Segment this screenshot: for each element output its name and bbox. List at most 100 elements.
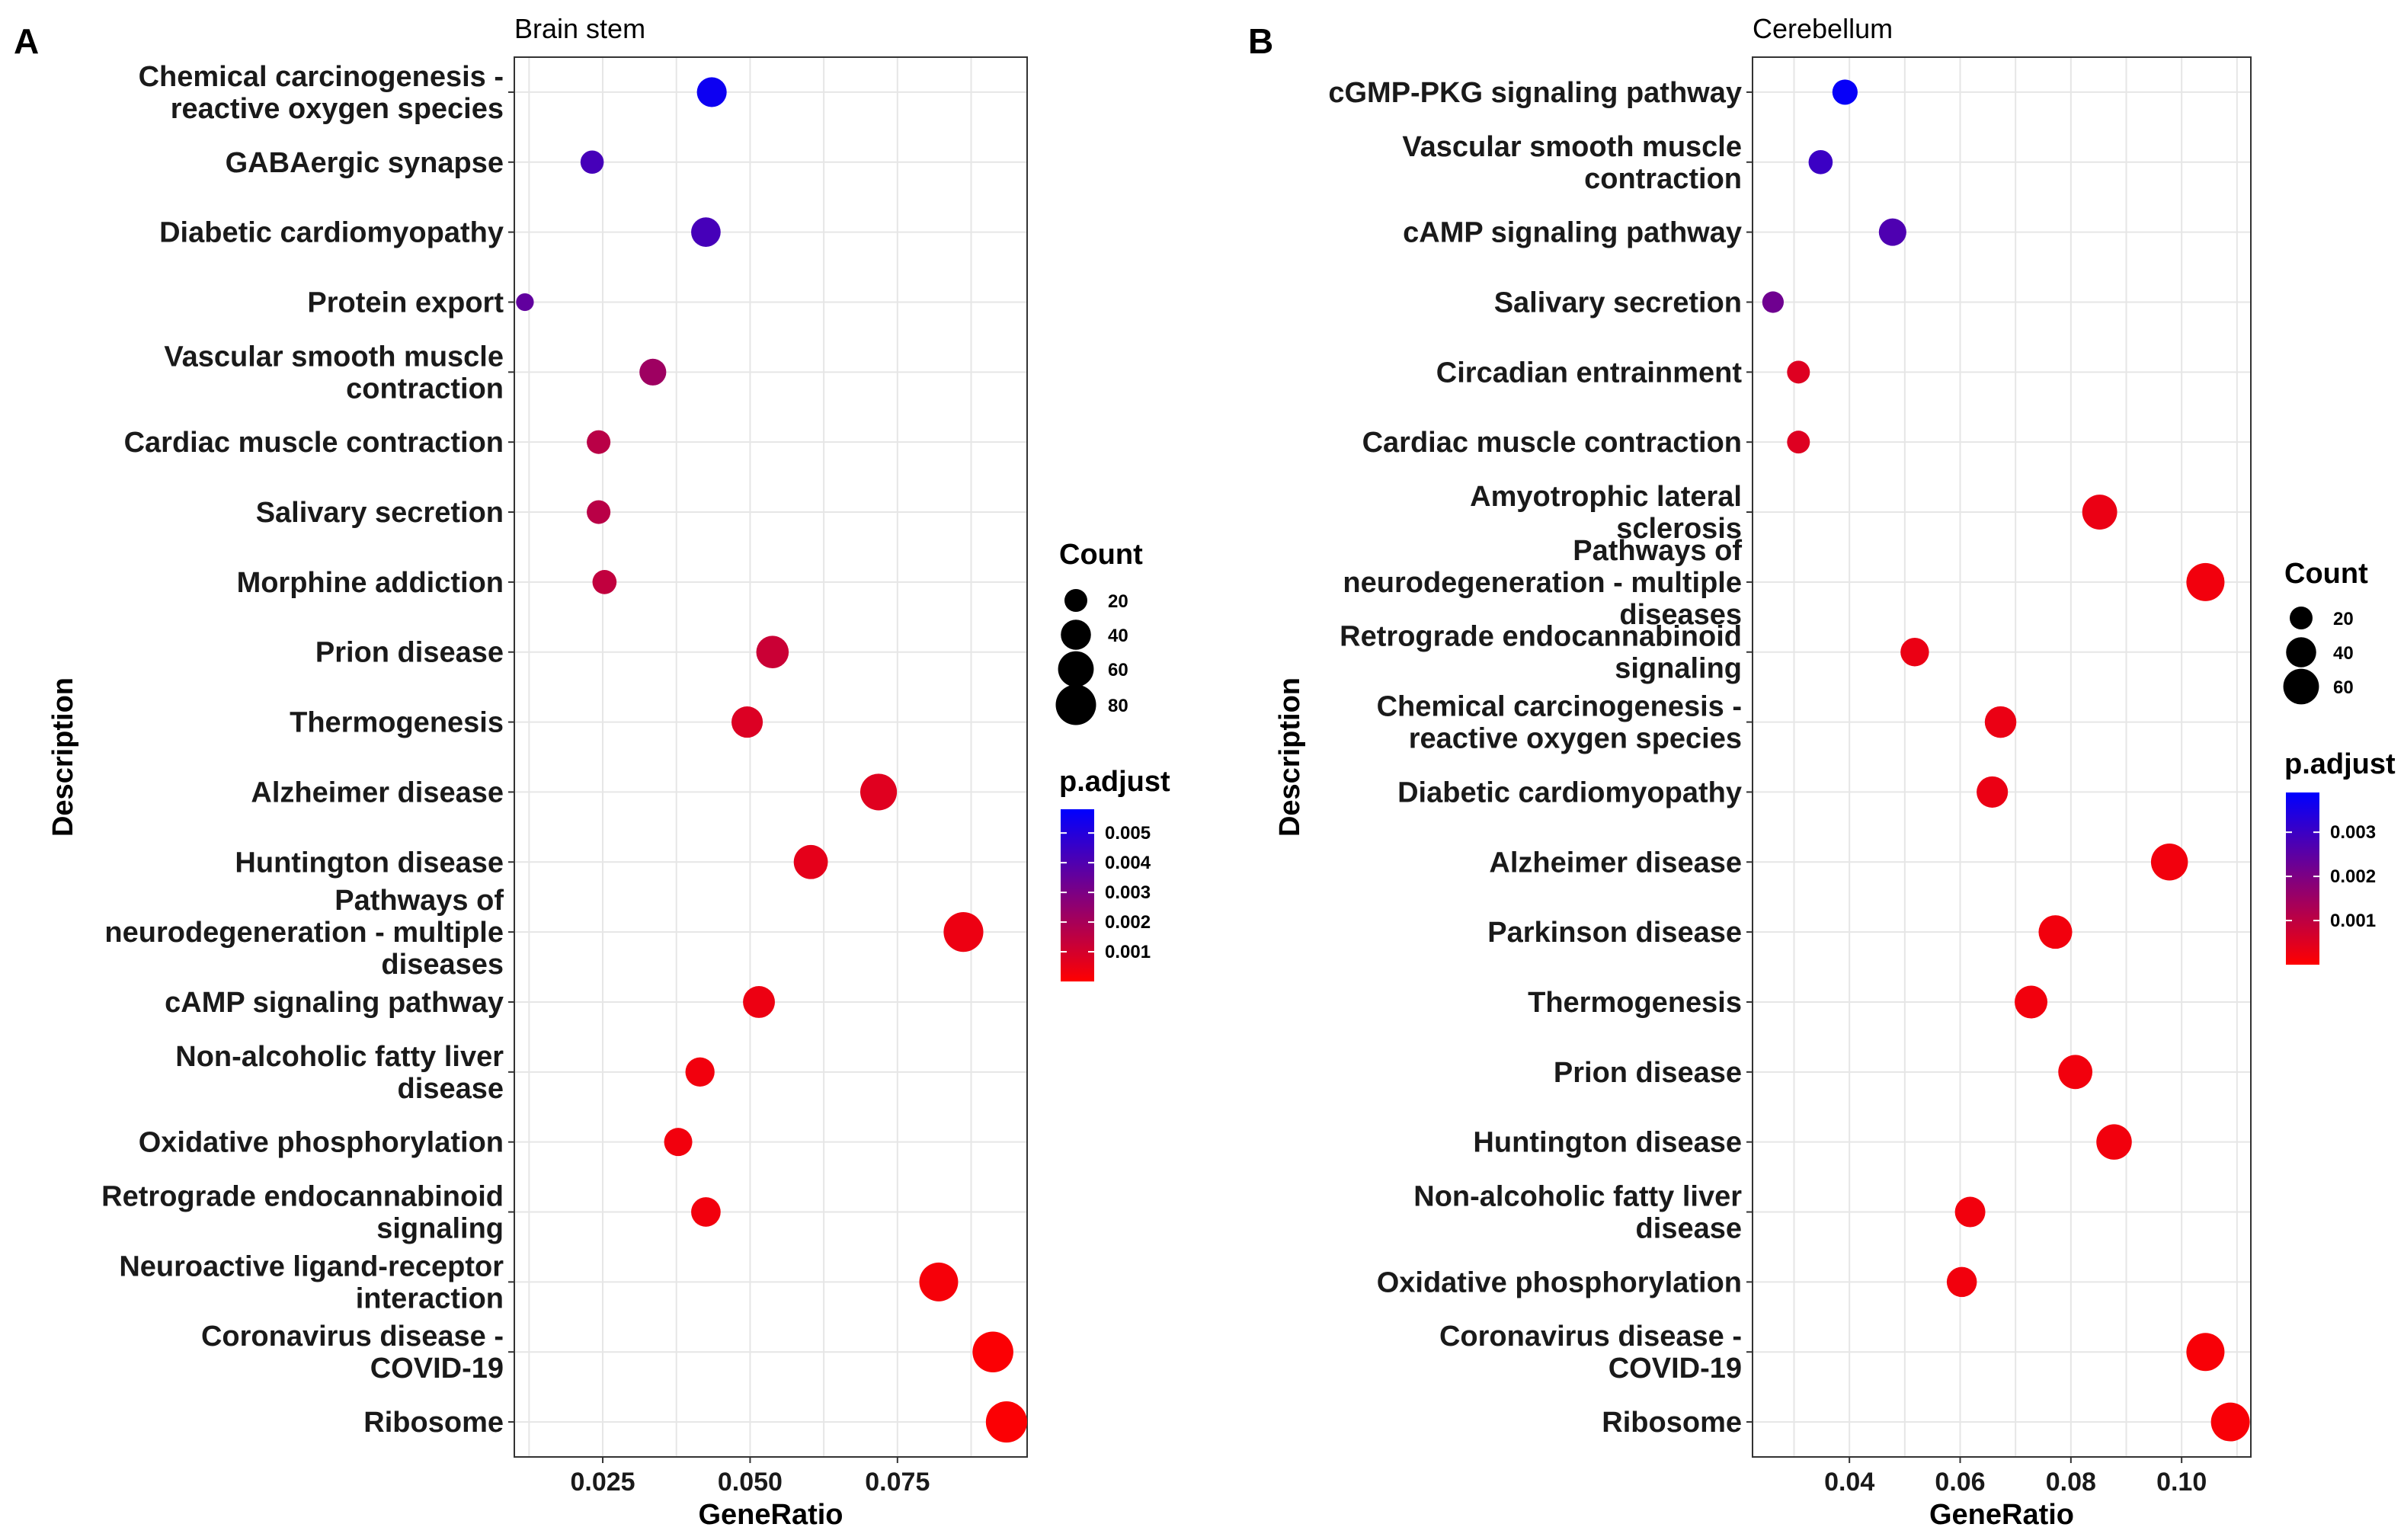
y-tick-label-line: diseases bbox=[1619, 599, 1742, 631]
y-tick-label-line: Circadian entrainment bbox=[1436, 357, 1743, 389]
x-tick-label: 0.075 bbox=[865, 1468, 930, 1497]
y-tick-label: Ribosome bbox=[363, 1407, 504, 1439]
data-point bbox=[1946, 1266, 1977, 1298]
y-tick-label-line: Amyotrophic lateral bbox=[1470, 481, 1742, 513]
data-point bbox=[639, 358, 667, 386]
y-tick-label: Prion disease bbox=[1554, 1057, 1742, 1089]
data-point bbox=[1900, 638, 1929, 667]
padjust-colorbar bbox=[1061, 809, 1094, 981]
y-tick-label-line: reactive oxygen species bbox=[1409, 723, 1742, 755]
data-point bbox=[1787, 431, 1810, 454]
y-tick-label-line: Oxidative phosphorylation bbox=[139, 1127, 504, 1159]
padjust-legend: p.adjust 0.005 0.004 0.003 0.002 0.001 bbox=[1059, 766, 1170, 981]
data-point bbox=[587, 500, 611, 524]
data-point bbox=[743, 986, 775, 1018]
y-axis-title: Description bbox=[47, 677, 79, 837]
x-tick-label: 0.025 bbox=[570, 1468, 635, 1497]
y-axis-title: Description bbox=[1274, 677, 1306, 837]
y-tick-label: Morphine addiction bbox=[237, 567, 504, 599]
data-point bbox=[2082, 495, 2118, 530]
y-tick-label-line: Diabetic cardiomyopathy bbox=[159, 217, 504, 249]
panel-title: Brain stem bbox=[514, 13, 645, 44]
data-points bbox=[516, 77, 1027, 1443]
x-tick-label: 0.050 bbox=[718, 1468, 783, 1497]
y-tick-label: Thermogenesis bbox=[1528, 987, 1742, 1019]
data-points bbox=[1762, 79, 2250, 1442]
y-tick-label-line: Chemical carcinogenesis - bbox=[139, 61, 504, 93]
data-point bbox=[1808, 149, 1833, 174]
y-tick-label-line: signaling bbox=[376, 1213, 504, 1245]
data-point bbox=[685, 1057, 715, 1087]
y-tick-label-line: Pathways of bbox=[1573, 535, 1742, 567]
data-point bbox=[2038, 915, 2073, 949]
y-tick-label-line: signaling bbox=[1615, 653, 1742, 685]
y-tick-label-line: cAMP signaling pathway bbox=[165, 987, 504, 1019]
y-tick-label-line: disease bbox=[1636, 1213, 1742, 1245]
y-tick-label-line: contraction bbox=[346, 373, 504, 405]
y-tick-label-line: Salivary secretion bbox=[256, 497, 504, 529]
y-tick-label-line: contraction bbox=[1584, 163, 1742, 195]
data-point bbox=[2096, 1124, 2132, 1160]
y-tick-label: Ribosome bbox=[1602, 1407, 1742, 1439]
y-tick-label-line: Coronavirus disease - bbox=[201, 1321, 504, 1353]
x-tick-label: 0.04 bbox=[1824, 1468, 1874, 1497]
y-tick-label: GABAergic synapse bbox=[226, 147, 504, 179]
count-legend: Count 20 40 60 80 bbox=[1055, 539, 1143, 725]
y-tick-label-line: cGMP-PKG signaling pathway bbox=[1328, 77, 1742, 109]
plot-frame bbox=[514, 56, 1028, 1458]
count-legend-label: 40 bbox=[1108, 626, 1128, 646]
y-tick-label-line: Retrograde endocannabinoid bbox=[101, 1181, 504, 1213]
colorbar-label: 0.003 bbox=[1105, 882, 1151, 903]
y-tick-label: Pathways of neurodegeneration - multiple d… bbox=[104, 885, 504, 981]
y-tick-label-line: Protein export bbox=[307, 287, 504, 319]
data-point bbox=[691, 217, 721, 247]
y-tick-label: Salivary secretion bbox=[1494, 287, 1742, 319]
data-point bbox=[919, 1262, 959, 1301]
y-tick-label: Retrograde endocannabinoid signaling bbox=[1340, 621, 1742, 685]
gridlines bbox=[1753, 57, 2251, 1457]
gridlines bbox=[514, 57, 1027, 1457]
y-tick-label-line: Vascular smooth muscle bbox=[1402, 131, 1742, 163]
colorbar-label: 0.001 bbox=[1105, 942, 1151, 962]
y-tick-label-line: Vascular smooth muscle bbox=[164, 341, 504, 373]
data-point bbox=[2150, 844, 2188, 881]
colorbar-label: 0.001 bbox=[2330, 911, 2376, 931]
data-point bbox=[1977, 776, 2009, 808]
y-tick-label-line: Huntington disease bbox=[1473, 1127, 1742, 1159]
data-point bbox=[580, 150, 604, 174]
data-point bbox=[1954, 1196, 1986, 1228]
data-point bbox=[943, 912, 984, 952]
y-tick-label-line: diseases bbox=[381, 949, 504, 981]
y-tick-label: Diabetic cardiomyopathy bbox=[1397, 776, 1742, 808]
panel-A: A Brain stem Chemical carcinogenesis -reac… bbox=[14, 13, 1170, 1531]
y-tick-label: Coronavirus disease -COVID-19 bbox=[1439, 1321, 1742, 1385]
x-tick-label: 0.06 bbox=[1935, 1468, 1985, 1497]
y-tick-label: Vascular smooth muscle contraction bbox=[164, 341, 504, 405]
data-point bbox=[859, 773, 898, 811]
colorbar-label: 0.002 bbox=[1105, 912, 1151, 933]
y-tick-label-line: Chemical carcinogenesis - bbox=[1377, 691, 1742, 723]
y-tick-label: Non-alcoholic fatty liver disease bbox=[1413, 1181, 1742, 1245]
plot-frame bbox=[1752, 56, 2252, 1458]
data-point bbox=[516, 293, 534, 312]
data-point bbox=[2186, 1333, 2225, 1372]
count-legend-key bbox=[1058, 651, 1094, 687]
data-point bbox=[1762, 291, 1784, 313]
y-tick-label: Amyotrophic lateral sclerosis bbox=[1470, 481, 1742, 545]
y-tick-label: Cardiac muscle contraction bbox=[124, 427, 504, 459]
y-tick-label-line: Alzheimer disease bbox=[1489, 847, 1742, 879]
y-tick-label: cAMP signaling pathway bbox=[165, 987, 504, 1019]
y-tick-label-line: Thermogenesis bbox=[290, 707, 504, 739]
colorbar-label: 0.005 bbox=[1105, 823, 1151, 844]
data-point bbox=[972, 1331, 1013, 1373]
panel-letter: A bbox=[14, 21, 39, 61]
y-tick-label: Chemical carcinogenesis -reactive oxygen… bbox=[1377, 691, 1742, 755]
data-point bbox=[696, 77, 727, 107]
padjust-legend-title: p.adjust bbox=[2284, 748, 2396, 780]
y-tick-label-line: Huntington disease bbox=[235, 847, 504, 879]
y-tick-label: Alzheimer disease bbox=[1489, 847, 1742, 879]
data-point bbox=[587, 430, 611, 454]
y-tick-label-line: Diabetic cardiomyopathy bbox=[1397, 776, 1742, 808]
data-point bbox=[2015, 985, 2048, 1019]
